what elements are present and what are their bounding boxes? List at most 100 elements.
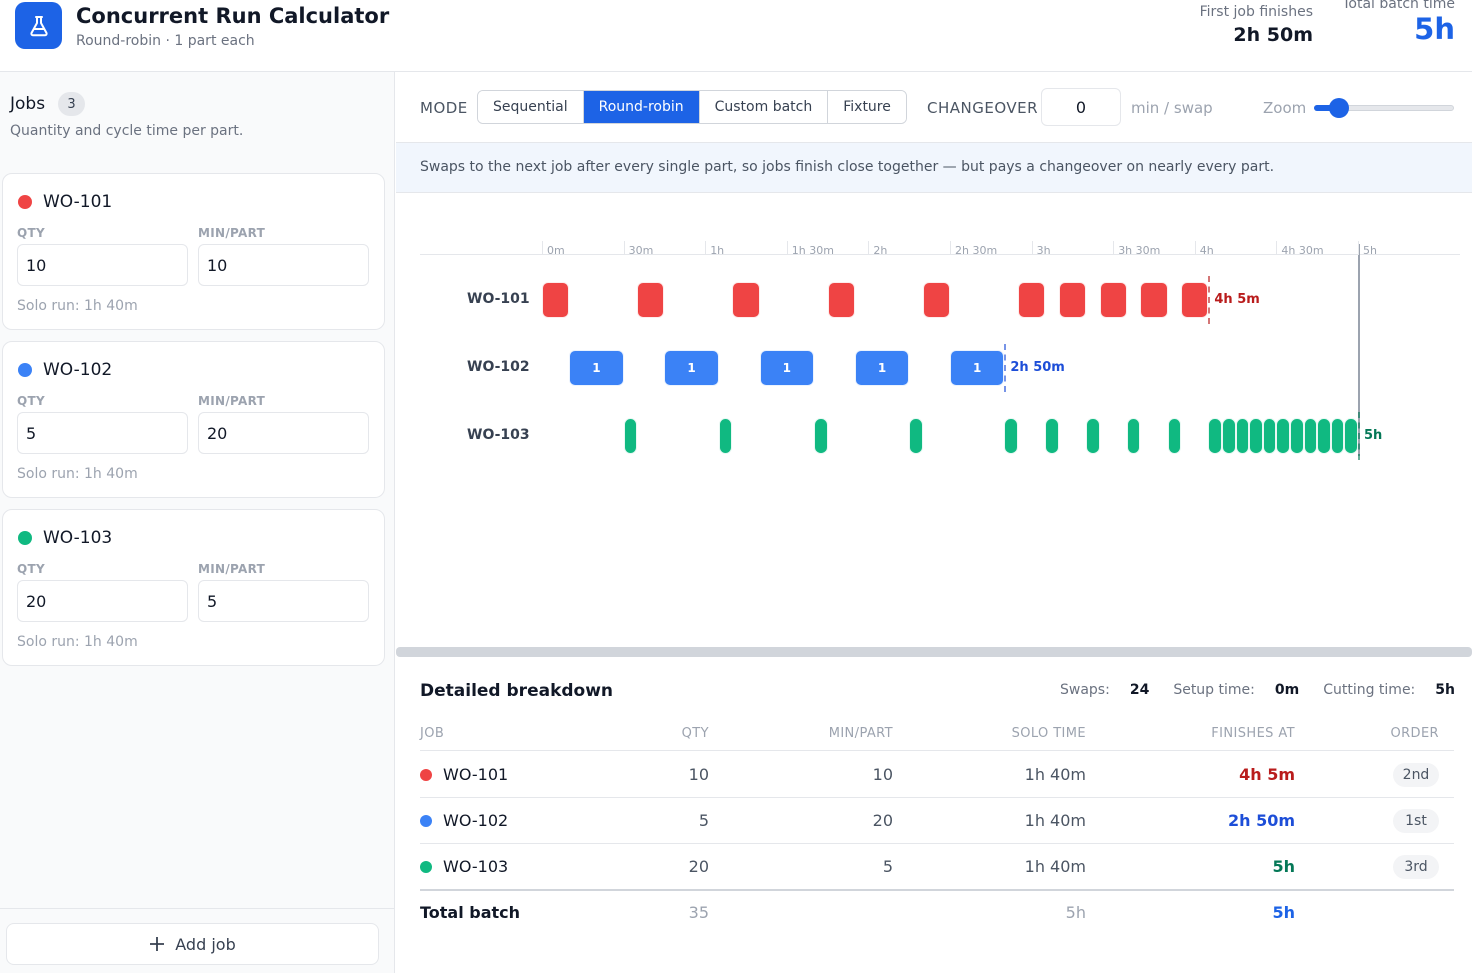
timeline-tick [623,241,625,255]
table-min-part: 20 [872,811,893,830]
timeline-row-label: WO-101 [467,291,530,307]
zoom-label: Zoom [1263,99,1307,117]
column-header: ORDER [1390,726,1439,741]
cutting-value: 5h [1435,682,1455,698]
column-header: SOLO TIME [1011,726,1086,741]
total-batch-label: Total batch time [1342,0,1455,12]
min-part-label: MIN/PART [198,226,266,240]
swaps-value: 24 [1129,682,1150,698]
jobs-sidebar: Jobs 3 Quantity and cycle time per part.… [0,72,395,973]
gantt-block [732,282,760,318]
job-color-dot [18,363,32,377]
job-color-dot [420,815,432,827]
app-header: Concurrent Run Calculator Round-robin · … [0,0,1472,72]
jobs-count-badge: 3 [58,92,85,116]
table-finishes-at: 2h 50m [1227,811,1295,830]
timeline-tick-label: 3h [1036,244,1051,257]
gantt-block [1167,418,1182,454]
gantt-block [623,418,638,454]
table-finishes-at: 5h [1272,857,1295,876]
first-job-value: 2h 50m [1233,24,1313,46]
table-solo-time: 1h 40m [1024,765,1086,784]
changeover-input[interactable] [1041,88,1121,126]
mode-fixture-button[interactable]: Fixture [828,91,906,123]
timeline-tick [1113,241,1115,255]
mode-custom-batch-button[interactable]: Custom batch [699,91,829,123]
table-solo-time: 1h 40m [1024,811,1086,830]
row-separator [420,843,1454,844]
min-part-input[interactable] [198,580,369,622]
min-part-input[interactable] [198,412,369,454]
table-job-name: WO-101 [443,765,509,784]
timeline-tick [542,241,543,255]
table-qty: 5 [698,811,709,830]
column-header: FINISHES AT [1211,726,1295,741]
setup-label: Setup time: [1173,682,1255,698]
gantt-block [1099,282,1127,318]
jobs-header: Jobs 3 Quantity and cycle time per part. [0,72,394,162]
timeline-tick-label: 3h 30m [1118,244,1161,257]
min-part-label: MIN/PART [198,394,266,408]
timeline-tick [950,241,951,255]
gantt-block [637,282,665,318]
table-qty: 10 [688,765,709,784]
row-separator [420,797,1454,798]
job-card: WO-103 QTY MIN/PART Solo run: 1h 40m [2,509,385,666]
add-job-label: Add job [175,934,236,954]
timeline-row-label: WO-102 [467,359,530,375]
timeline-tick [1194,241,1196,255]
total-batch-value: 5h [1414,12,1455,46]
timeline-tick-label: 30m [628,244,654,257]
sidebar-footer: Add job [0,908,394,973]
job-name: WO-102 [43,360,113,380]
qty-input[interactable] [17,580,188,622]
total-qty: 35 [688,903,709,922]
add-job-button[interactable]: Add job [6,923,379,965]
timeline-tick-label: 5h [1363,244,1377,257]
min-part-label: MIN/PART [198,562,266,576]
gantt-block [1276,418,1290,454]
timeline-scrollbar[interactable] [396,647,1472,657]
gantt-block: 1 [854,350,910,386]
qty-input[interactable] [17,244,188,286]
gantt-block [814,418,828,454]
gantt-block [922,282,950,318]
solo-run-text: Solo run: 1h 40m [17,466,138,482]
changeover-unit: min / swap [1131,99,1213,117]
job-card: WO-101 QTY MIN/PART Solo run: 1h 40m [2,173,385,330]
min-part-input[interactable] [198,244,369,286]
timeline-tick [705,241,707,255]
gantt-block [1058,282,1086,318]
qty-input[interactable] [17,412,188,454]
mode-selector: Sequential Round-robin Custom batch Fixture [477,90,907,124]
column-header: JOB [420,726,445,741]
gantt-block [1140,282,1168,318]
timeline-tick-label: 2h 30m [955,244,998,257]
mode-sequential-button[interactable]: Sequential [478,91,584,123]
timeline-tick-label: 1h [710,244,725,257]
gantt-block [1126,418,1141,454]
cutting-label: Cutting time: [1323,682,1416,698]
finish-label: 5h [1364,428,1383,443]
qty-label: QTY [17,394,45,408]
breakdown-title: Detailed breakdown [420,681,614,701]
job-color-dot [420,769,432,781]
jobs-description: Quantity and cycle time per part. [10,123,244,139]
timeline-tick [786,241,788,255]
toolbar: MODE Sequential Round-robin Custom batch Fi… [396,72,1472,143]
zoom-slider-thumb[interactable] [1329,98,1350,118]
plus-icon [150,937,165,951]
gantt-block [1208,418,1222,454]
gantt-timeline: 0m 30m 1h 1h 30m 2h 2h 30m 3h 3h 30m 4h 4h 30m 5h W… [396,193,1472,647]
batch-end-line [1358,244,1360,456]
gantt-block [1004,418,1018,454]
gantt-block [1303,418,1318,454]
table-min-part: 10 [872,765,893,784]
gantt-block: 1 [759,350,814,386]
changeover-label: CHANGEOVER [927,99,1039,117]
job-color-dot [420,861,432,873]
column-header: MIN/PART [828,726,893,741]
mode-round-robin-button[interactable]: Round-robin [583,91,700,123]
first-job-stat: First job finishes 2h 50m [1200,4,1313,46]
flask-icon [15,2,62,49]
